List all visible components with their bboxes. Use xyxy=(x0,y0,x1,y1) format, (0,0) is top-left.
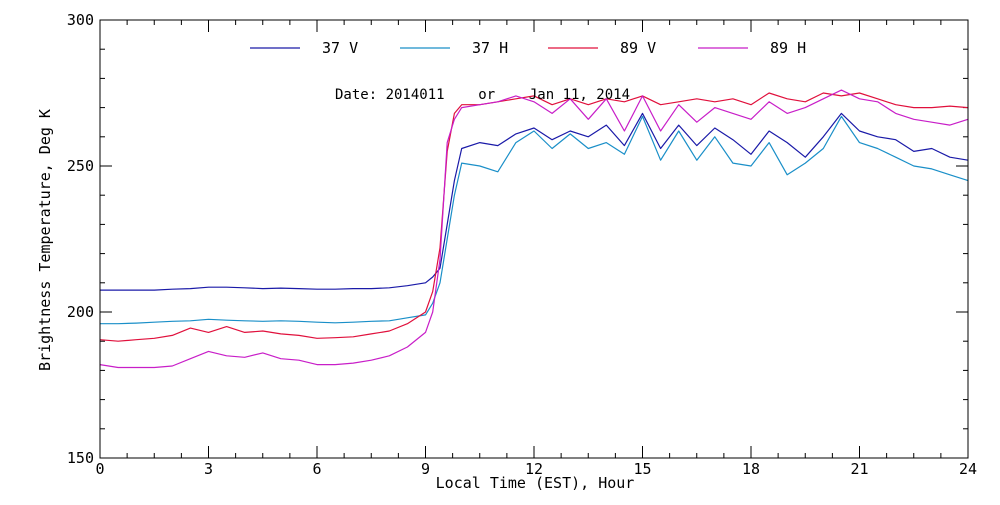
x-tick-label: 9 xyxy=(421,460,430,478)
legend-label-89-v: 89 V xyxy=(620,39,656,57)
series-line-37-h xyxy=(100,115,969,325)
legend-label-37-h: 37 H xyxy=(472,39,508,57)
x-tick-label: 12 xyxy=(525,460,543,478)
series-line-89-h xyxy=(99,89,969,369)
series-lines xyxy=(99,89,969,369)
legend-label-89-h: 89 H xyxy=(770,39,806,57)
axis-ticks xyxy=(99,19,969,459)
date-annotation: Date: 2014011 or Jan 11, 2014 xyxy=(335,87,630,103)
x-tick-label: 21 xyxy=(850,460,868,478)
legend: 37 V 37 H 89 V 89 H xyxy=(250,39,806,57)
y-axis-title: Brightness Temperature, Deg K xyxy=(36,109,54,371)
y-tick-label: 150 xyxy=(67,449,94,467)
series-line-37-v xyxy=(100,112,969,291)
x-tick-label: 18 xyxy=(742,460,760,478)
x-tick-label: 15 xyxy=(633,460,651,478)
legend-label-37-v: 37 V xyxy=(322,39,358,57)
tick-labels: 0 3 6 9 12 15 18 21 24 150 200 250 300 xyxy=(67,11,977,478)
x-tick-label: 0 xyxy=(95,460,104,478)
x-tick-label: 3 xyxy=(204,460,213,478)
x-tick-label: 24 xyxy=(959,460,977,478)
x-axis-title: Local Time (EST), Hour xyxy=(436,474,635,492)
series-line-89-v xyxy=(99,92,969,342)
x-tick-label: 6 xyxy=(312,460,321,478)
y-tick-label: 200 xyxy=(67,303,94,321)
y-tick-label: 250 xyxy=(67,157,94,175)
y-tick-label: 300 xyxy=(67,11,94,29)
plot-frame xyxy=(99,19,969,459)
